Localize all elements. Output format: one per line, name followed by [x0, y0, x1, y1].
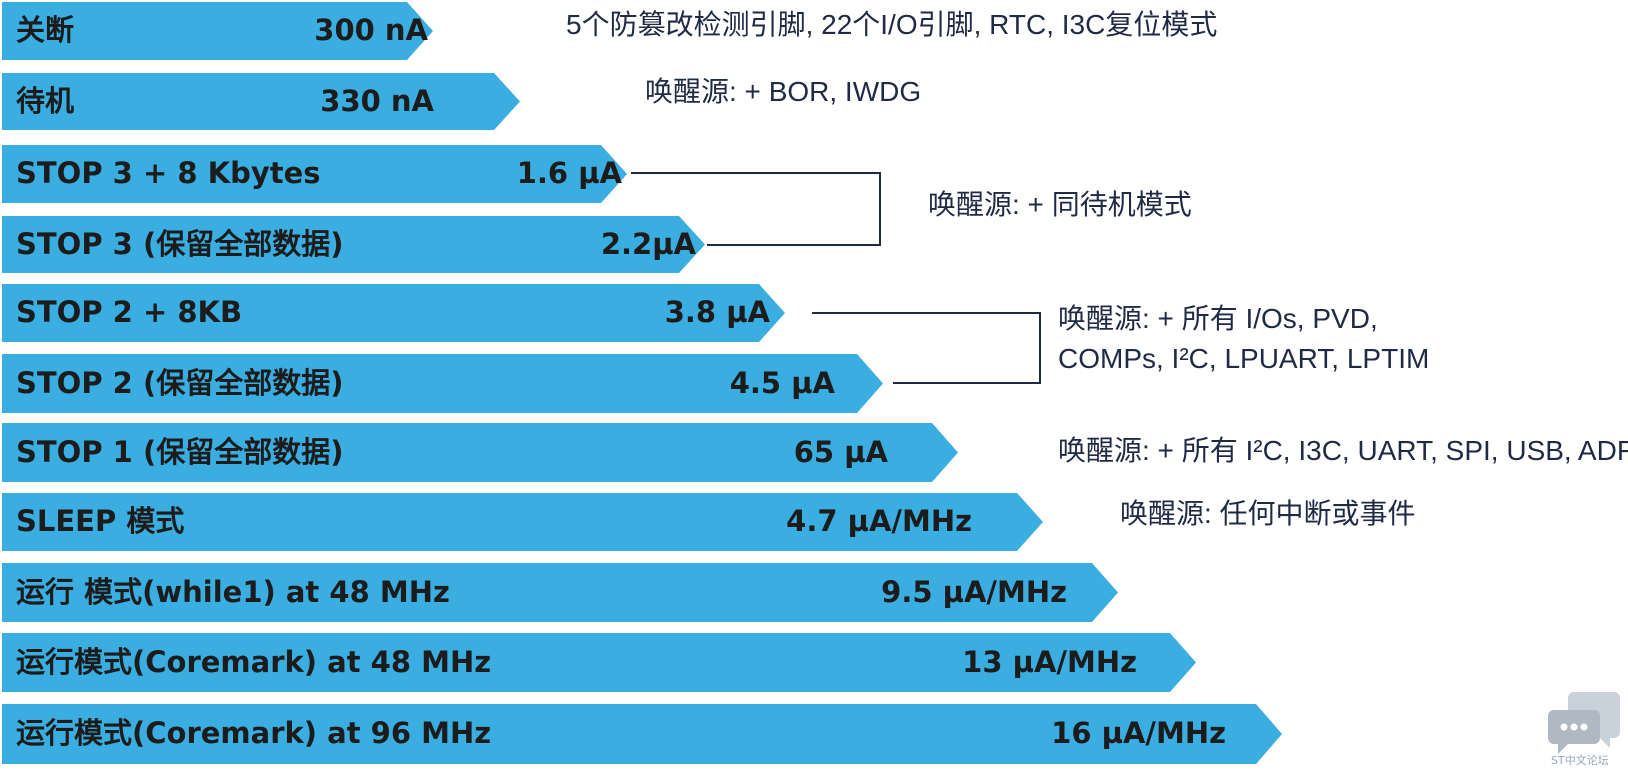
mode-current-value: 300 nA	[314, 13, 428, 47]
mode-current-value: 330 nA	[320, 83, 434, 118]
mode-label: STOP 2 + 8KB	[16, 295, 243, 329]
mode-bar	[2, 73, 520, 130]
mode-current-value: 1.6 µA	[516, 156, 622, 190]
chat-bubbles-icon	[1548, 692, 1620, 754]
mode-current-value: 4.7 µA/MHz	[786, 504, 972, 538]
mode-current-value: 16 µA/MHz	[1051, 716, 1226, 750]
mode-label: 运行模式(Coremark) at 48 MHz	[16, 644, 492, 679]
mode-label: STOP 2 (保留全部数据)	[16, 365, 344, 400]
mode-current-value: 9.5 µA/MHz	[881, 574, 1067, 609]
mode-label: 待机	[16, 83, 75, 118]
note-shutdown: 5个防篡改检测引脚, 22个I/O引脚, RTC, I3C复位模式	[566, 9, 1218, 40]
mode-label: STOP 3 (保留全部数据)	[16, 226, 344, 261]
mode-bar	[2, 2, 433, 60]
bracket-stop3	[631, 172, 881, 246]
bracket-stop2	[812, 312, 1041, 384]
note-stop1-wakeup: 唤醒源: + 所有 I²C, I3C, UART, SPI, USB, ADF	[1058, 435, 1628, 466]
mode-bar	[2, 704, 1282, 764]
mode-bar	[2, 354, 883, 413]
mode-label: STOP 1 (保留全部数据)	[16, 434, 344, 469]
mode-label: SLEEP 模式	[16, 504, 185, 538]
mode-current-value: 13 µA/MHz	[962, 644, 1137, 679]
mode-label: 运行模式(Coremark) at 96 MHz	[16, 716, 492, 750]
watermark-text: ST中文论坛	[1551, 754, 1609, 767]
mode-bar	[2, 563, 1118, 622]
mode-current-value: 3.8 µA	[664, 295, 770, 329]
mode-bar	[2, 633, 1196, 692]
note-sleep-wakeup: 唤醒源: 任何中断或事件	[1120, 498, 1416, 529]
mode-bar	[2, 493, 1043, 551]
mode-current-value: 65 µA	[793, 434, 888, 469]
note-stop2-wakeup-line2: COMPs, I²C, LPUART, LPTIM	[1058, 343, 1430, 374]
mode-bar	[2, 216, 705, 273]
mode-label: 运行 模式(while1) at 48 MHz	[16, 574, 450, 609]
mode-label: STOP 3 + 8 Kbytes	[16, 156, 321, 190]
note-stop3-wakeup: 唤醒源: + 同待机模式	[928, 189, 1192, 220]
mode-current-value: 2.2µA	[600, 226, 696, 261]
mode-bar	[2, 423, 958, 482]
mode-label: 关断	[16, 13, 75, 47]
mode-bar	[2, 145, 627, 203]
mode-bar	[2, 284, 785, 342]
mode-current-value: 4.5 µA	[729, 365, 835, 400]
note-standby: 唤醒源: + BOR, IWDG	[645, 76, 922, 107]
note-stop2-wakeup-line1: 唤醒源: + 所有 I/Os, PVD,	[1058, 303, 1378, 334]
